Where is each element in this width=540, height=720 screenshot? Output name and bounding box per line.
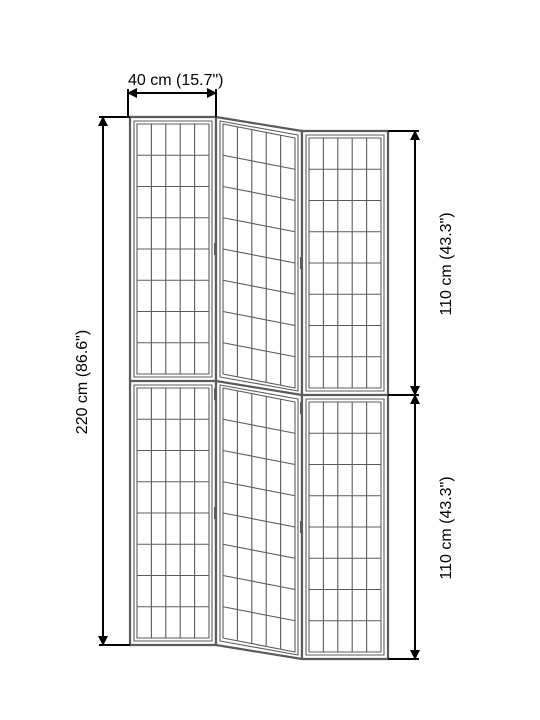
dim-width-label: 40 cm (15.7") xyxy=(128,72,224,90)
dim-lower-arrow-top xyxy=(410,394,420,404)
dim-height-label: 220 cm (86.6") xyxy=(74,322,92,442)
dim-height-arrow-top xyxy=(98,116,108,126)
dim-upper-line xyxy=(414,131,416,395)
dim-lower-label: 110 cm (43.3") xyxy=(438,468,456,588)
diagram-stage: 40 cm (15.7") 220 cm (86.6") 110 cm (43.… xyxy=(0,0,540,720)
dim-lower-arrow-bottom xyxy=(410,650,420,660)
dim-upper-arrow-top xyxy=(410,130,420,140)
dim-upper-label: 110 cm (43.3") xyxy=(438,204,456,324)
dim-height-arrow-bottom xyxy=(98,636,108,646)
dim-lower-line xyxy=(414,395,416,659)
dim-height-line xyxy=(102,117,104,645)
dim-width-line xyxy=(128,92,216,94)
